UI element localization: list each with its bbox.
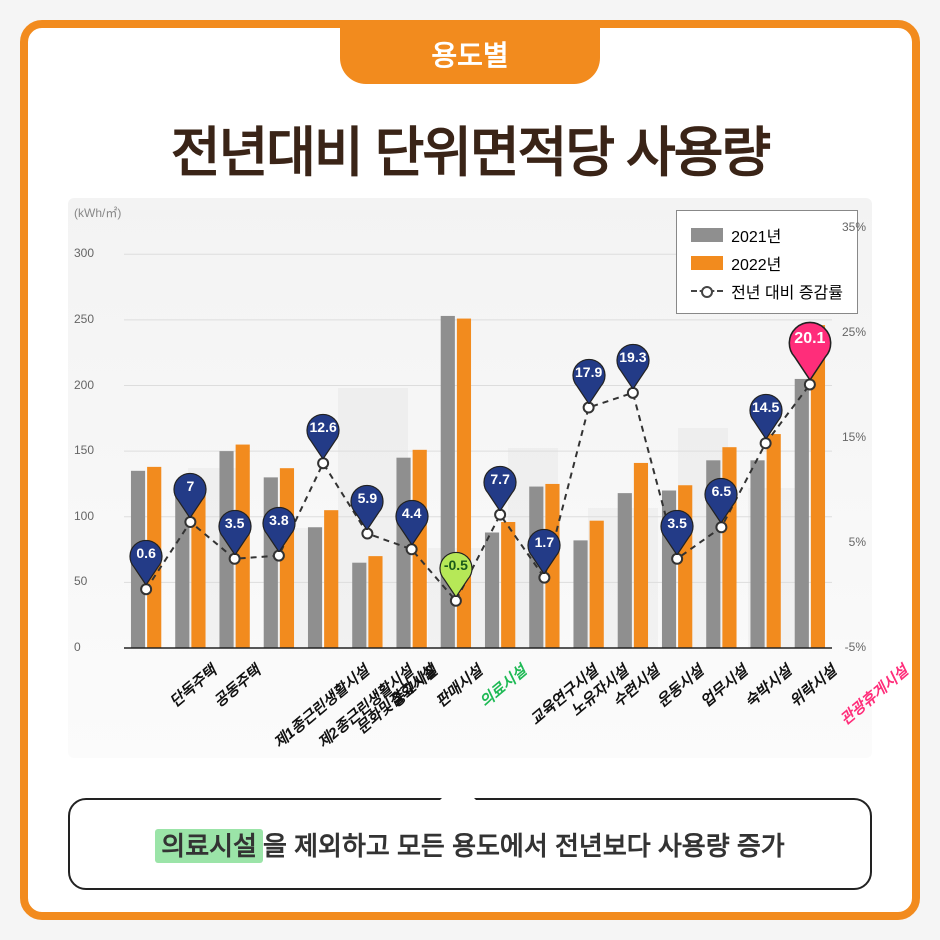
caption-box: 의료시설을 제외하고 모든 용도에서 전년보다 사용량 증가: [68, 798, 872, 890]
bar-2021: [308, 527, 322, 648]
legend-2021: 2021년: [731, 223, 781, 247]
bar-2022: [368, 556, 382, 648]
bar-2021: [352, 563, 366, 648]
rate-marker: [805, 379, 815, 389]
bar-2021: [662, 491, 676, 649]
y-right-tick: 15%: [842, 430, 866, 444]
bar-2021: [485, 533, 499, 649]
y-right-tick: 5%: [849, 535, 866, 549]
bar-2021: [219, 451, 233, 648]
bar-2022: [545, 484, 559, 648]
bar-2021: [795, 379, 809, 648]
bar-2021: [573, 540, 587, 648]
y-left-tick: 100: [74, 509, 94, 523]
rate-marker: [230, 554, 240, 564]
caption-text: 의료시설을 제외하고 모든 용도에서 전년보다 사용량 증가: [155, 826, 784, 863]
rate-marker: [185, 517, 195, 527]
main-title: 전년대비 단위면적당 사용량: [28, 108, 912, 187]
rate-marker: [716, 522, 726, 532]
caption-rest: 을 제외하고 모든 용도에서 전년보다 사용량 증가: [263, 831, 785, 861]
bar-2021: [618, 493, 632, 648]
y-left-tick: 300: [74, 246, 94, 260]
y-left-tick: 50: [74, 574, 87, 588]
bar-2022: [236, 445, 250, 648]
rate-marker: [318, 458, 328, 468]
rate-marker: [628, 388, 638, 398]
rate-marker: [495, 510, 505, 520]
y-right-tick: 35%: [842, 220, 866, 234]
rate-marker: [451, 596, 461, 606]
bar-2022: [191, 487, 205, 648]
bar-2022: [767, 434, 781, 648]
legend-2022: 2022년: [731, 251, 781, 275]
rate-marker: [362, 529, 372, 539]
legend-rate: 전년 대비 증감률: [731, 279, 843, 303]
legend: 2021년 2022년 전년 대비 증감률: [676, 210, 858, 314]
bar-2022: [501, 522, 515, 648]
y-left-tick: 250: [74, 312, 94, 326]
chart-area: (kWh/㎡) 2021년 2022년 전년 대비 증감률 0 50 100 150 2…: [68, 198, 872, 758]
bar-2021: [706, 460, 720, 648]
bar-2022: [324, 510, 338, 648]
bar-2021: [264, 477, 278, 648]
rate-marker: [407, 544, 417, 554]
y-axis-unit: (kWh/㎡): [74, 204, 121, 221]
bar-2022: [722, 447, 736, 648]
caption-highlight: 의료시설: [155, 829, 263, 863]
y-right-tick: 25%: [842, 325, 866, 339]
rate-marker: [761, 438, 771, 448]
rate-marker: [584, 403, 594, 413]
bar-2021: [750, 460, 764, 648]
y-right-tick: -5%: [845, 640, 866, 654]
bar-2022: [634, 463, 648, 648]
bar-2022: [147, 467, 161, 648]
category-tab: 용도별: [340, 28, 600, 84]
rate-marker: [274, 551, 284, 561]
rate-marker: [672, 554, 682, 564]
y-left-tick: 200: [74, 378, 94, 392]
bar-2022: [590, 521, 604, 648]
bar-2022: [811, 325, 825, 648]
y-left-tick: 0: [74, 640, 81, 654]
rate-marker: [141, 584, 151, 594]
bar-2022: [678, 485, 692, 648]
rate-marker: [539, 573, 549, 583]
y-left-tick: 150: [74, 443, 94, 457]
bar-2021: [131, 471, 145, 648]
infographic-card: 용도별 전년대비 단위면적당 사용량 (kWh/㎡) 2021년 2022년 전…: [20, 20, 920, 920]
